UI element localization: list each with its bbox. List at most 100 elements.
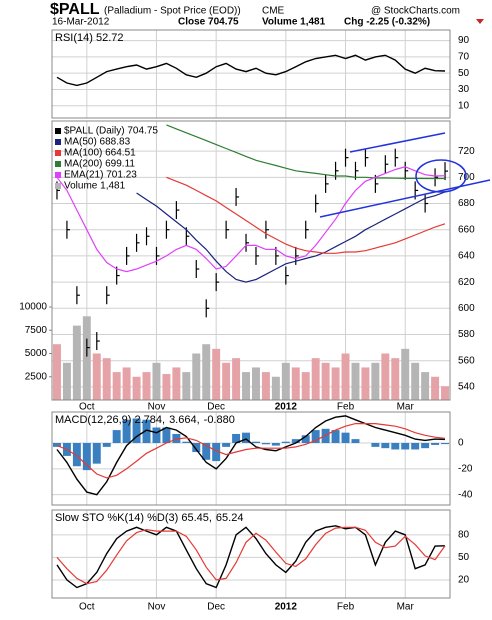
volume-bar bbox=[202, 344, 211, 400]
histogram-bar bbox=[261, 443, 270, 445]
x-tick-label: Feb bbox=[337, 402, 355, 413]
y-tick-label: 640 bbox=[458, 251, 475, 262]
legend-swatch bbox=[55, 161, 61, 167]
panels: 10 30 50 70 90 RSI(14) 52.72 Oct Nov Dec 2012 Feb M… bbox=[19, 29, 475, 613]
x-tick-label: Dec bbox=[207, 602, 225, 613]
panel-frame bbox=[51, 29, 451, 119]
histogram-bar bbox=[291, 439, 300, 443]
panel-frame bbox=[51, 411, 451, 506]
panel-frame bbox=[51, 509, 451, 599]
volume-bar bbox=[311, 358, 320, 400]
price-bar bbox=[255, 246, 259, 265]
price-bar bbox=[325, 174, 329, 193]
series-line bbox=[166, 176, 446, 254]
price-bar bbox=[106, 286, 110, 305]
histogram-bar bbox=[411, 443, 420, 450]
annotations bbox=[319, 132, 491, 218]
volume-bar bbox=[281, 362, 290, 400]
x-tick-label: Dec bbox=[207, 402, 225, 413]
volume-bar bbox=[251, 367, 260, 400]
histogram-bar bbox=[401, 443, 410, 450]
series-line bbox=[166, 124, 445, 180]
volume-bar bbox=[421, 372, 430, 400]
y-tick-label: 660 bbox=[458, 224, 475, 235]
volume-bar bbox=[112, 372, 121, 400]
y-tick-label: 80 bbox=[458, 529, 470, 540]
histogram-bar bbox=[132, 418, 141, 443]
volume-bar bbox=[351, 362, 360, 400]
legend-label: MA(100) 664.51 bbox=[64, 148, 136, 159]
volume-bar bbox=[401, 348, 410, 400]
volume-bar bbox=[62, 362, 71, 400]
histogram-bar bbox=[441, 443, 450, 445]
circle-annotation bbox=[415, 159, 467, 193]
legend-label: MA(50) 688.83 bbox=[64, 137, 131, 148]
change: Chg -2.25 (-0.32%) bbox=[344, 17, 430, 28]
price-bar bbox=[305, 220, 309, 239]
volume-bar bbox=[291, 367, 300, 400]
volume-bar bbox=[52, 344, 61, 400]
histogram-bar bbox=[152, 427, 161, 443]
price-bar bbox=[434, 168, 439, 187]
symbol: $PALL bbox=[50, 1, 100, 18]
histogram-bar bbox=[391, 443, 400, 450]
price-bar bbox=[235, 187, 240, 206]
histogram-bar bbox=[182, 441, 191, 443]
x-tick-label: 2012 bbox=[275, 402, 298, 413]
histogram-bar bbox=[331, 430, 340, 443]
panel-frame bbox=[51, 120, 451, 401]
legend-label: RSI(14) 52.72 bbox=[55, 32, 123, 44]
volume-bar bbox=[431, 376, 440, 400]
panel-background bbox=[52, 30, 450, 118]
histogram-bar bbox=[381, 443, 390, 449]
series-line bbox=[56, 526, 446, 585]
volume-bar bbox=[242, 372, 251, 400]
volume-bar bbox=[371, 362, 380, 400]
histogram-bar bbox=[242, 432, 251, 443]
price-bar bbox=[126, 246, 130, 265]
price-bar bbox=[315, 194, 319, 213]
y2-tick-label: 5000 bbox=[25, 348, 48, 359]
legend-label: Slow STO %K(14) %D(3) 65.45, bbox=[55, 512, 212, 524]
price-bar bbox=[76, 286, 80, 305]
volume-bar bbox=[441, 386, 450, 400]
y-tick-label: 90 bbox=[458, 35, 470, 46]
histogram-bar bbox=[232, 433, 241, 443]
series-line bbox=[136, 191, 446, 283]
histogram-bar bbox=[311, 430, 320, 443]
volume-bar bbox=[381, 353, 390, 400]
price-bar bbox=[344, 148, 349, 167]
volume-bar bbox=[72, 325, 81, 400]
y-tick-label: 620 bbox=[458, 277, 475, 288]
y-tick-label: 30 bbox=[458, 84, 470, 95]
price-bar bbox=[245, 233, 250, 252]
legend-swatch bbox=[55, 128, 61, 134]
volume-bar bbox=[321, 362, 330, 400]
price-bar bbox=[155, 246, 160, 265]
y-tick-label: 10 bbox=[458, 100, 470, 111]
price-bar bbox=[205, 299, 210, 318]
y-tick-label: 0 bbox=[458, 438, 464, 449]
price-bar bbox=[135, 233, 140, 252]
y-tick-label: -20 bbox=[458, 463, 473, 474]
legend-label: 3.664, bbox=[169, 414, 200, 426]
close: Close 704.75 bbox=[178, 17, 239, 28]
volume-bar bbox=[172, 367, 181, 400]
histogram-bar bbox=[212, 443, 221, 462]
exchange: CME bbox=[262, 6, 285, 17]
histogram-bar bbox=[281, 441, 290, 443]
histogram-bar bbox=[431, 443, 440, 445]
volume-bar bbox=[222, 362, 231, 400]
volume-bar bbox=[411, 362, 420, 400]
legend-label: EMA(21) 701.23 bbox=[64, 170, 137, 181]
price-bar bbox=[295, 246, 299, 265]
histogram-bar bbox=[251, 441, 260, 443]
histogram-bar bbox=[112, 430, 121, 443]
y-tick-label: 70 bbox=[458, 52, 470, 63]
histogram-bar bbox=[371, 443, 380, 447]
x-tick-label: Oct bbox=[79, 602, 95, 613]
volume: Volume 1,481 bbox=[262, 17, 326, 28]
histogram-bar bbox=[301, 435, 310, 443]
price-bar bbox=[384, 155, 389, 174]
volume-bar bbox=[212, 348, 221, 400]
